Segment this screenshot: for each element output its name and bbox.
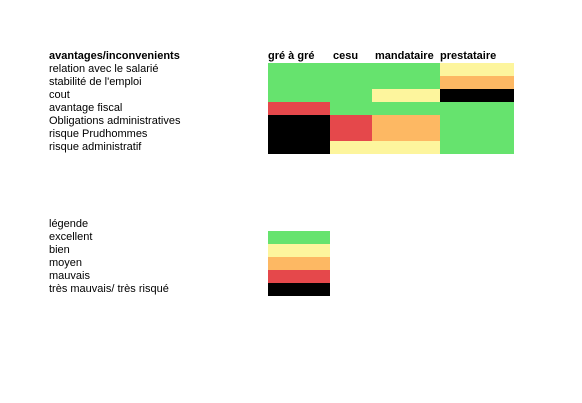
rating-cell-excellent	[440, 128, 514, 141]
rating-cell-excellent	[330, 76, 372, 89]
rating-cell-excellent	[440, 115, 514, 128]
row-label-obligations: Obligations administratives	[49, 115, 181, 127]
legend-label-moyen: moyen	[49, 257, 83, 269]
rating-cell-excellent	[268, 76, 330, 89]
column-header-mandataire: mandataire	[375, 50, 434, 62]
legend-swatch-excellent	[268, 231, 330, 244]
rating-cell-excellent	[330, 63, 372, 76]
legend-label-excellent: excellent	[49, 231, 93, 243]
row-label-administratif: risque administratif	[49, 141, 142, 153]
rating-cell-excellent	[372, 76, 440, 89]
rating-cell-excellent	[372, 63, 440, 76]
rating-cell-tres-mauvais	[268, 141, 330, 154]
rating-cell-mauvais	[330, 115, 372, 128]
row-label-avantage-fiscal: avantage fiscal	[49, 102, 123, 114]
rating-cell-excellent	[330, 89, 372, 102]
rating-cell-bien	[372, 89, 440, 102]
column-header-gre-a-gre: gré à gré	[268, 50, 315, 62]
rating-cell-bien	[372, 141, 440, 154]
legend-swatch-tres-mauvais	[268, 283, 330, 296]
column-header-prestataire: prestataire	[440, 50, 497, 62]
legend-swatch-bien	[268, 244, 330, 257]
rating-cell-excellent	[440, 141, 514, 154]
rating-cell-moyen	[440, 76, 514, 89]
rating-cell-excellent	[372, 102, 440, 115]
rating-cell-mauvais	[330, 128, 372, 141]
column-header-cesu: cesu	[333, 50, 359, 62]
rating-cell-excellent	[440, 102, 514, 115]
rating-cell-moyen	[372, 115, 440, 128]
legend-swatch-mauvais	[268, 270, 330, 283]
row-label-cout: cout	[49, 89, 70, 101]
row-label-stabilite: stabilité de l'emploi	[49, 76, 142, 88]
rating-cell-tres-mauvais	[268, 115, 330, 128]
table-title: avantages/inconvenients	[49, 50, 180, 62]
rating-cell-moyen	[372, 128, 440, 141]
rating-cell-bien	[330, 141, 372, 154]
rating-cell-bien	[440, 63, 514, 76]
rating-cell-excellent	[268, 63, 330, 76]
row-label-prudhommes: risque Prudhommes	[49, 128, 148, 140]
legend-label-bien: bien	[49, 244, 70, 256]
row-label-relation: relation avec le salarié	[49, 63, 159, 75]
rating-cell-tres-mauvais	[268, 128, 330, 141]
rating-cell-excellent	[330, 102, 372, 115]
legend-title: légende	[49, 218, 89, 230]
rating-cell-excellent	[268, 89, 330, 102]
rating-cell-tres-mauvais	[440, 89, 514, 102]
rating-cell-mauvais	[268, 102, 330, 115]
legend-swatch-moyen	[268, 257, 330, 270]
legend-label-tres-mauvais: très mauvais/ très risqué	[49, 283, 169, 295]
legend-label-mauvais: mauvais	[49, 270, 90, 282]
